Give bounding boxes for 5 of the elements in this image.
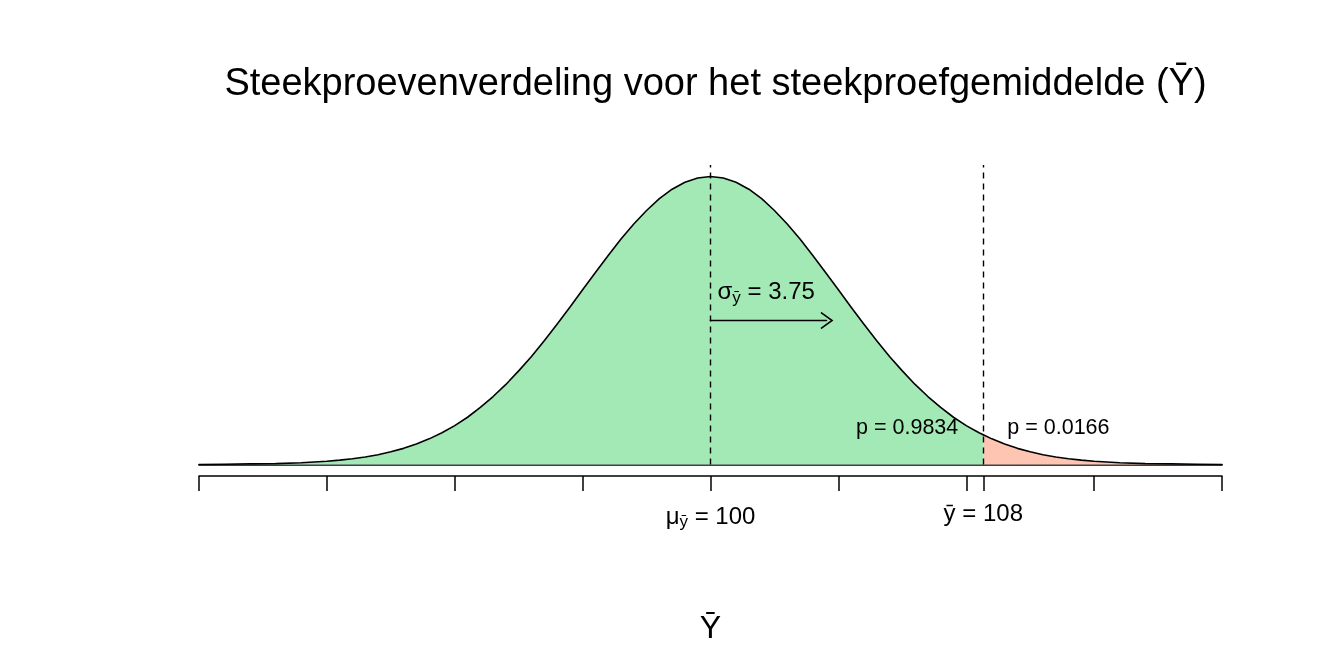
x-axis-title: Ȳ	[699, 609, 722, 645]
chart-title: Steekproevenverdeling voor het steekproefgemiddelde (Ȳ)	[224, 61, 1207, 103]
annotation: p = 0.9834	[856, 415, 959, 440]
x-tick-label: ȳ = 108	[943, 498, 1023, 526]
annotation: p = 0.0166	[1007, 415, 1110, 440]
